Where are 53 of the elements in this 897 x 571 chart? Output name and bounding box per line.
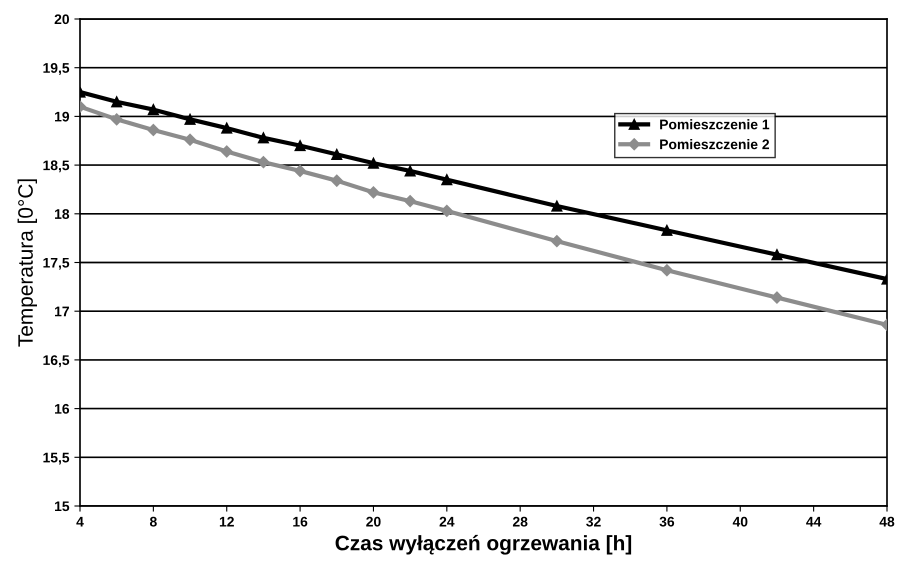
y-tick-label: 16,5: [43, 355, 70, 368]
y-axis-title: Temperatura [0°C]: [18, 179, 37, 347]
y-tick-label: 19,5: [43, 63, 70, 75]
legend-label: Pomieszczenie 2: [660, 139, 770, 150]
x-axis-title: Czas wyłączeń ogrzewania [h]: [336, 534, 632, 555]
point: [330, 174, 343, 187]
point: [184, 134, 196, 146]
point: [368, 158, 380, 169]
point: [367, 186, 380, 198]
point: [770, 291, 784, 304]
point: [147, 124, 160, 136]
point: [551, 200, 562, 212]
y-tick-label: 18,5: [43, 160, 70, 172]
point: [111, 96, 122, 108]
x-tick-label: 20: [366, 516, 381, 527]
point: [220, 145, 233, 158]
point: [660, 264, 674, 276]
x-tick-label: 16: [293, 516, 308, 527]
y-tick-label: 19: [55, 112, 70, 122]
y-tick-label: 15: [55, 501, 70, 512]
y-tick-label: 18: [55, 209, 70, 219]
point: [184, 114, 196, 125]
point: [110, 113, 123, 126]
legend-label: Pomieszczenie 1: [660, 119, 770, 130]
point: [441, 174, 452, 186]
y-tick-label: 16: [55, 404, 70, 414]
x-tick-label: 28: [512, 516, 528, 527]
x-tick-label: 24: [440, 516, 454, 526]
point: [294, 164, 306, 178]
point: [294, 140, 306, 152]
x-tick-label: 40: [732, 516, 748, 527]
point: [221, 122, 232, 134]
point: [258, 132, 269, 144]
x-tick-label: 32: [586, 516, 601, 527]
y-tick-label: 15,5: [43, 452, 70, 464]
x-tick-label: 4: [76, 516, 84, 526]
y-tick-label: 17,5: [43, 258, 70, 270]
point: [404, 195, 416, 208]
point: [440, 204, 453, 217]
x-tick-label: 36: [660, 516, 674, 527]
point: [148, 104, 159, 116]
x-tick-label: 12: [220, 516, 234, 526]
y-tick-label: 20: [54, 14, 70, 24]
point: [257, 156, 270, 168]
x-tick-label: 44: [806, 516, 822, 526]
y-tick-label: 17: [55, 306, 69, 316]
point: [550, 234, 563, 248]
point: [771, 249, 783, 260]
point: [404, 165, 416, 176]
x-tick-label: 8: [150, 516, 157, 527]
point: [331, 148, 342, 160]
x-tick-label: 48: [879, 516, 894, 527]
point: [661, 224, 672, 236]
